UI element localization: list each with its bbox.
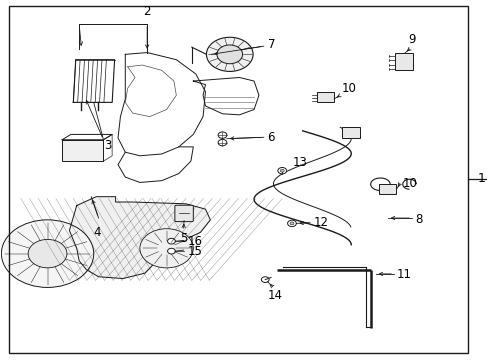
Text: 15: 15 [187,246,203,258]
Bar [341,127,359,138]
Text: 8: 8 [414,213,422,226]
Circle shape [217,45,242,64]
Text: 12: 12 [313,216,327,229]
Circle shape [218,132,226,138]
Circle shape [287,220,296,226]
Polygon shape [69,197,210,279]
Bar [379,184,396,194]
Text: 10: 10 [341,82,356,95]
FancyBboxPatch shape [175,205,193,222]
Text: 3: 3 [104,139,112,152]
Circle shape [28,239,67,268]
Circle shape [218,139,226,146]
Circle shape [206,37,253,71]
Circle shape [261,277,268,283]
Text: 14: 14 [267,289,283,302]
Text: 5: 5 [180,232,187,245]
Text: 6: 6 [266,131,274,144]
Circle shape [1,220,94,287]
Circle shape [167,248,175,254]
Circle shape [289,222,293,225]
Text: 7: 7 [267,38,275,51]
Text: 9: 9 [407,33,415,46]
Circle shape [277,167,286,174]
Text: 10: 10 [402,177,417,190]
FancyBboxPatch shape [317,93,334,102]
Circle shape [140,229,193,268]
Text: 11: 11 [396,269,411,282]
Circle shape [167,238,175,244]
Text: 4: 4 [94,226,101,239]
Text: 13: 13 [292,156,307,169]
Circle shape [280,169,284,172]
Text: 2: 2 [143,5,151,18]
Bar [62,140,103,161]
Text: 16: 16 [187,235,203,248]
Text: 1: 1 [477,172,485,185]
FancyBboxPatch shape [394,53,413,70]
